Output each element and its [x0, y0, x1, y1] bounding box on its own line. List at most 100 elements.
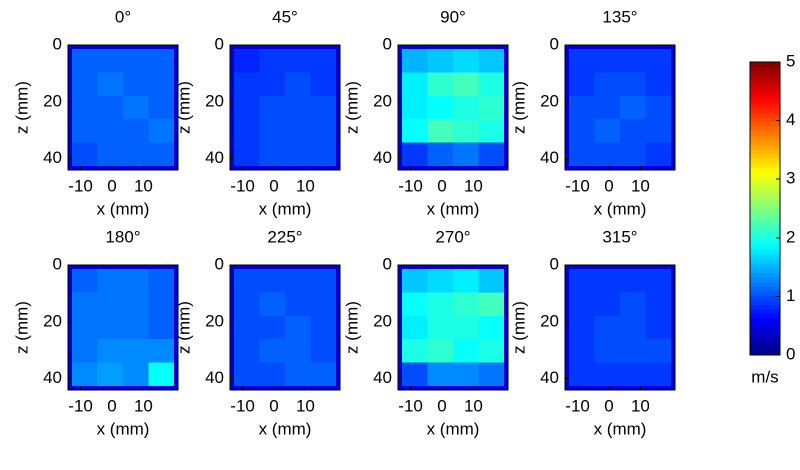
- heatmap-cell: [123, 339, 149, 364]
- heatmap-cell: [123, 362, 149, 387]
- colorbar-swatch: [750, 226, 780, 232]
- heatmap-cell: [594, 72, 621, 97]
- axes-box: [397, 264, 509, 391]
- colorbar-tick-label: 2: [786, 227, 795, 246]
- colorbar-swatch: [750, 313, 780, 319]
- heatmap-cell: [310, 142, 337, 167]
- colorbar-box: [749, 61, 781, 356]
- heatmap-cell: [427, 292, 454, 317]
- heatmap-cell: [453, 95, 479, 120]
- heatmap-cell: [234, 315, 260, 340]
- colorbar-tick-label: 5: [786, 51, 795, 70]
- heatmap-cell: [310, 269, 337, 293]
- heatmap-cell: [478, 269, 505, 293]
- heatmap-cell: [259, 142, 286, 167]
- y-tick-label: 20: [43, 311, 62, 330]
- heatmap-cell: [123, 142, 149, 167]
- heatmap-cell: [478, 315, 505, 340]
- heatmap-cell: [478, 362, 505, 387]
- heatmap-cell: [594, 142, 621, 167]
- heatmap-cell: [594, 49, 621, 73]
- heatmap-cell: [285, 269, 311, 293]
- colorbar-swatch: [750, 245, 780, 251]
- heatmap-cell: [97, 95, 124, 120]
- colorbar-swatch: [750, 185, 780, 191]
- heatmap-cell: [478, 339, 505, 364]
- heatmap-cell: [453, 362, 479, 387]
- x-axis-label: x (mm): [594, 199, 647, 218]
- heatmap-cell: [594, 119, 621, 144]
- panel-title: 315°: [602, 227, 637, 246]
- heatmap-cell: [285, 49, 311, 73]
- heatmap-cell: [645, 142, 672, 167]
- heatmap-cell: [310, 49, 337, 73]
- y-axis-label: z (mm): [509, 81, 528, 134]
- axes-box: [229, 44, 341, 171]
- x-tick-label: -10: [68, 176, 93, 195]
- heatmap-cell: [97, 72, 124, 97]
- colorbar-swatch: [750, 203, 780, 209]
- heatmap-cell: [310, 292, 337, 317]
- heatmap-cell: [310, 119, 337, 144]
- colorbar-label: m/s: [751, 367, 778, 386]
- panel-frame: [565, 45, 675, 170]
- heatmap-cell: [402, 339, 428, 364]
- panel-frame: [398, 45, 508, 170]
- colorbar-swatch: [750, 112, 780, 118]
- axes-box: [397, 44, 509, 171]
- x-tick-label: 0: [269, 396, 278, 415]
- y-tick-label: 0: [383, 254, 392, 273]
- x-tick-label: -10: [398, 176, 423, 195]
- heatmap-cell: [285, 292, 311, 317]
- x-tick-label: 0: [269, 176, 278, 195]
- panel-title: 90°: [440, 7, 466, 26]
- colorbar-swatch: [750, 153, 780, 159]
- x-axis-label: x (mm): [97, 419, 150, 438]
- colorbar-swatch: [750, 62, 780, 68]
- colorbar-swatch: [750, 181, 780, 187]
- heatmap-cell: [427, 362, 454, 387]
- heatmap-cell: [645, 292, 672, 317]
- heatmap-cell: [234, 95, 260, 120]
- heatmap-cell: [427, 142, 454, 167]
- x-axis-label: x (mm): [594, 419, 647, 438]
- heatmap-cell: [402, 72, 428, 97]
- x-axis-label: x (mm): [259, 419, 312, 438]
- colorbar-swatch: [750, 332, 780, 338]
- x-tick-label: 10: [464, 176, 483, 195]
- heatmap-cell: [148, 315, 175, 340]
- colorbar-swatch: [750, 300, 780, 306]
- y-tick-label: 40: [43, 368, 62, 387]
- y-tick-label: 20: [205, 311, 224, 330]
- colorbar-swatch: [750, 309, 780, 315]
- heatmap-cell: [453, 292, 479, 317]
- heatmap-cell: [569, 362, 595, 387]
- y-tick-label: 0: [215, 254, 224, 273]
- heatmap-cell: [148, 362, 175, 387]
- x-tick-label: -10: [230, 176, 255, 195]
- colorbar-swatch: [750, 341, 780, 347]
- x-tick-label: 10: [631, 176, 650, 195]
- colorbar-swatch: [750, 176, 780, 182]
- colorbar-swatch: [750, 268, 780, 274]
- heatmap-cell: [72, 119, 98, 144]
- panel-frame: [565, 265, 675, 390]
- axes-box: [229, 264, 341, 391]
- heatmap-cell: [645, 269, 672, 293]
- heatmap-cell: [645, 119, 672, 144]
- y-tick-label: 0: [53, 254, 62, 273]
- heatmap-cell: [148, 269, 175, 293]
- x-tick-label: 0: [107, 176, 116, 195]
- x-axis-label: x (mm): [259, 199, 312, 218]
- heatmap-cell: [259, 269, 286, 293]
- heatmap-cell: [259, 292, 286, 317]
- heatmap-cell: [97, 49, 124, 73]
- heatmap-cell: [427, 315, 454, 340]
- heatmap-cell: [569, 315, 595, 340]
- x-tick-label: -10: [565, 396, 590, 415]
- colorbar-swatch: [750, 213, 780, 219]
- heatmap-cell: [645, 95, 672, 120]
- heatmap-cell: [427, 269, 454, 293]
